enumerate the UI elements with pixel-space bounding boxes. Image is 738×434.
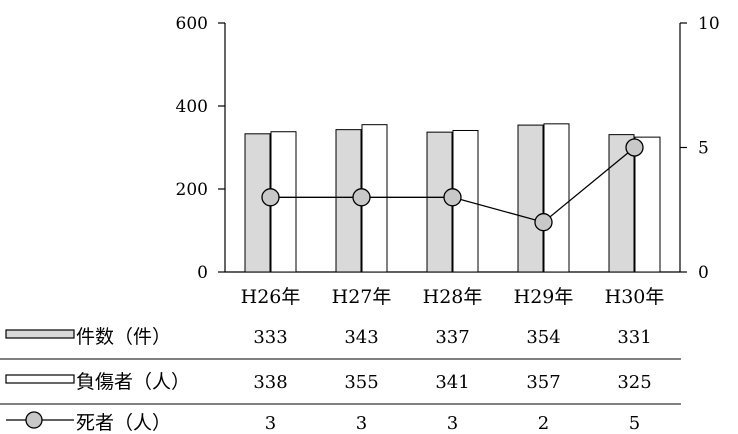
table-value: 333 <box>253 327 287 348</box>
line-point <box>261 188 280 207</box>
table-value: 357 <box>526 372 560 393</box>
legend-key <box>5 374 75 384</box>
line-point <box>625 138 644 157</box>
line-point <box>352 188 371 207</box>
table-value: 3 <box>447 413 458 434</box>
x-tick-label: H27年 <box>332 286 392 308</box>
table-value: 355 <box>344 372 378 393</box>
y-tick-label-left: 0 <box>197 263 208 283</box>
line-series <box>261 138 644 232</box>
table-value: 343 <box>344 327 378 348</box>
row-label: 負傷者（人） <box>76 371 190 393</box>
table-value: 5 <box>629 413 640 434</box>
legend-key <box>5 329 75 339</box>
table-value: 3 <box>356 413 367 434</box>
legend-key-marker <box>25 411 43 429</box>
table-value: 337 <box>435 327 469 348</box>
x-tick-label: H29年 <box>514 286 574 308</box>
table-value: 338 <box>253 372 287 393</box>
x-tick-label: H28年 <box>423 286 483 308</box>
row-label: 死者（人） <box>76 412 171 434</box>
table-value: 3 <box>265 413 276 434</box>
bars <box>244 123 661 273</box>
y-tick-label-right: 5 <box>698 139 709 159</box>
x-tick-label: H26年 <box>241 286 301 308</box>
x-tick-label: H30年 <box>605 286 665 308</box>
table-value: 325 <box>617 372 651 393</box>
table-value: 341 <box>435 372 469 393</box>
y-tick-label-left: 600 <box>176 14 208 34</box>
y-tick-label-right: 0 <box>698 263 709 283</box>
table-value: 2 <box>538 413 549 434</box>
table-value: 331 <box>617 327 651 348</box>
y-tick-label-left: 400 <box>176 97 208 117</box>
line-point <box>443 188 462 207</box>
row-label: 件数（件） <box>76 326 171 348</box>
y-tick-label-left: 200 <box>176 180 208 200</box>
table-value: 354 <box>526 327 560 348</box>
bar <box>634 136 661 273</box>
bar <box>517 124 544 273</box>
line-point <box>534 213 553 232</box>
bar <box>543 123 570 273</box>
y-tick-label-right: 10 <box>698 14 720 34</box>
axes: 0 200 400 600 0 5 10 H26年 H27年 H28年 H29年 H30年 <box>176 14 720 308</box>
